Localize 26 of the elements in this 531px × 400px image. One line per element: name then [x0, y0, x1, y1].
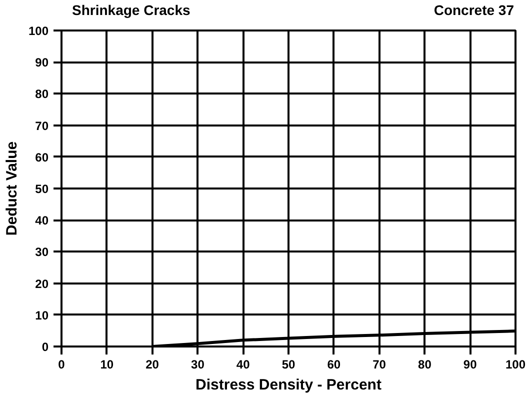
x-tick-label: 20 — [146, 358, 160, 372]
chart-subtitle: Concrete 37 — [434, 1, 514, 20]
y-tick-label: 90 — [35, 56, 49, 70]
y-tick-label: 100 — [28, 24, 49, 38]
x-tick-label: 100 — [505, 358, 526, 372]
y-tick-label: 0 — [42, 340, 49, 354]
x-tick-label: 80 — [418, 358, 432, 372]
y-tick-label: 20 — [35, 276, 49, 291]
y-tick-label: 30 — [35, 245, 49, 260]
y-tick-label: 70 — [35, 118, 49, 133]
y-tick-label: 50 — [35, 182, 49, 196]
chart-title: Shrinkage Cracks — [72, 1, 190, 20]
x-tick-label: 60 — [327, 358, 341, 372]
x-tick-label: 40 — [236, 358, 250, 372]
x-tick-label: 0 — [58, 358, 66, 372]
x-axis-title: Distress Density - Percent — [196, 376, 382, 394]
x-tick-label: 10 — [100, 358, 114, 372]
x-tick-label: 70 — [372, 358, 386, 372]
y-tick-label: 40 — [35, 214, 49, 228]
y-tick-label: 60 — [35, 150, 49, 164]
y-axis-title: Deduct Value — [3, 141, 20, 236]
x-tick-label: 30 — [191, 358, 205, 372]
x-tick-label: 90 — [463, 358, 478, 372]
y-tick-label: 10 — [35, 308, 49, 322]
y-tick-label: 80 — [35, 87, 49, 102]
x-tick-label: 50 — [282, 358, 296, 372]
